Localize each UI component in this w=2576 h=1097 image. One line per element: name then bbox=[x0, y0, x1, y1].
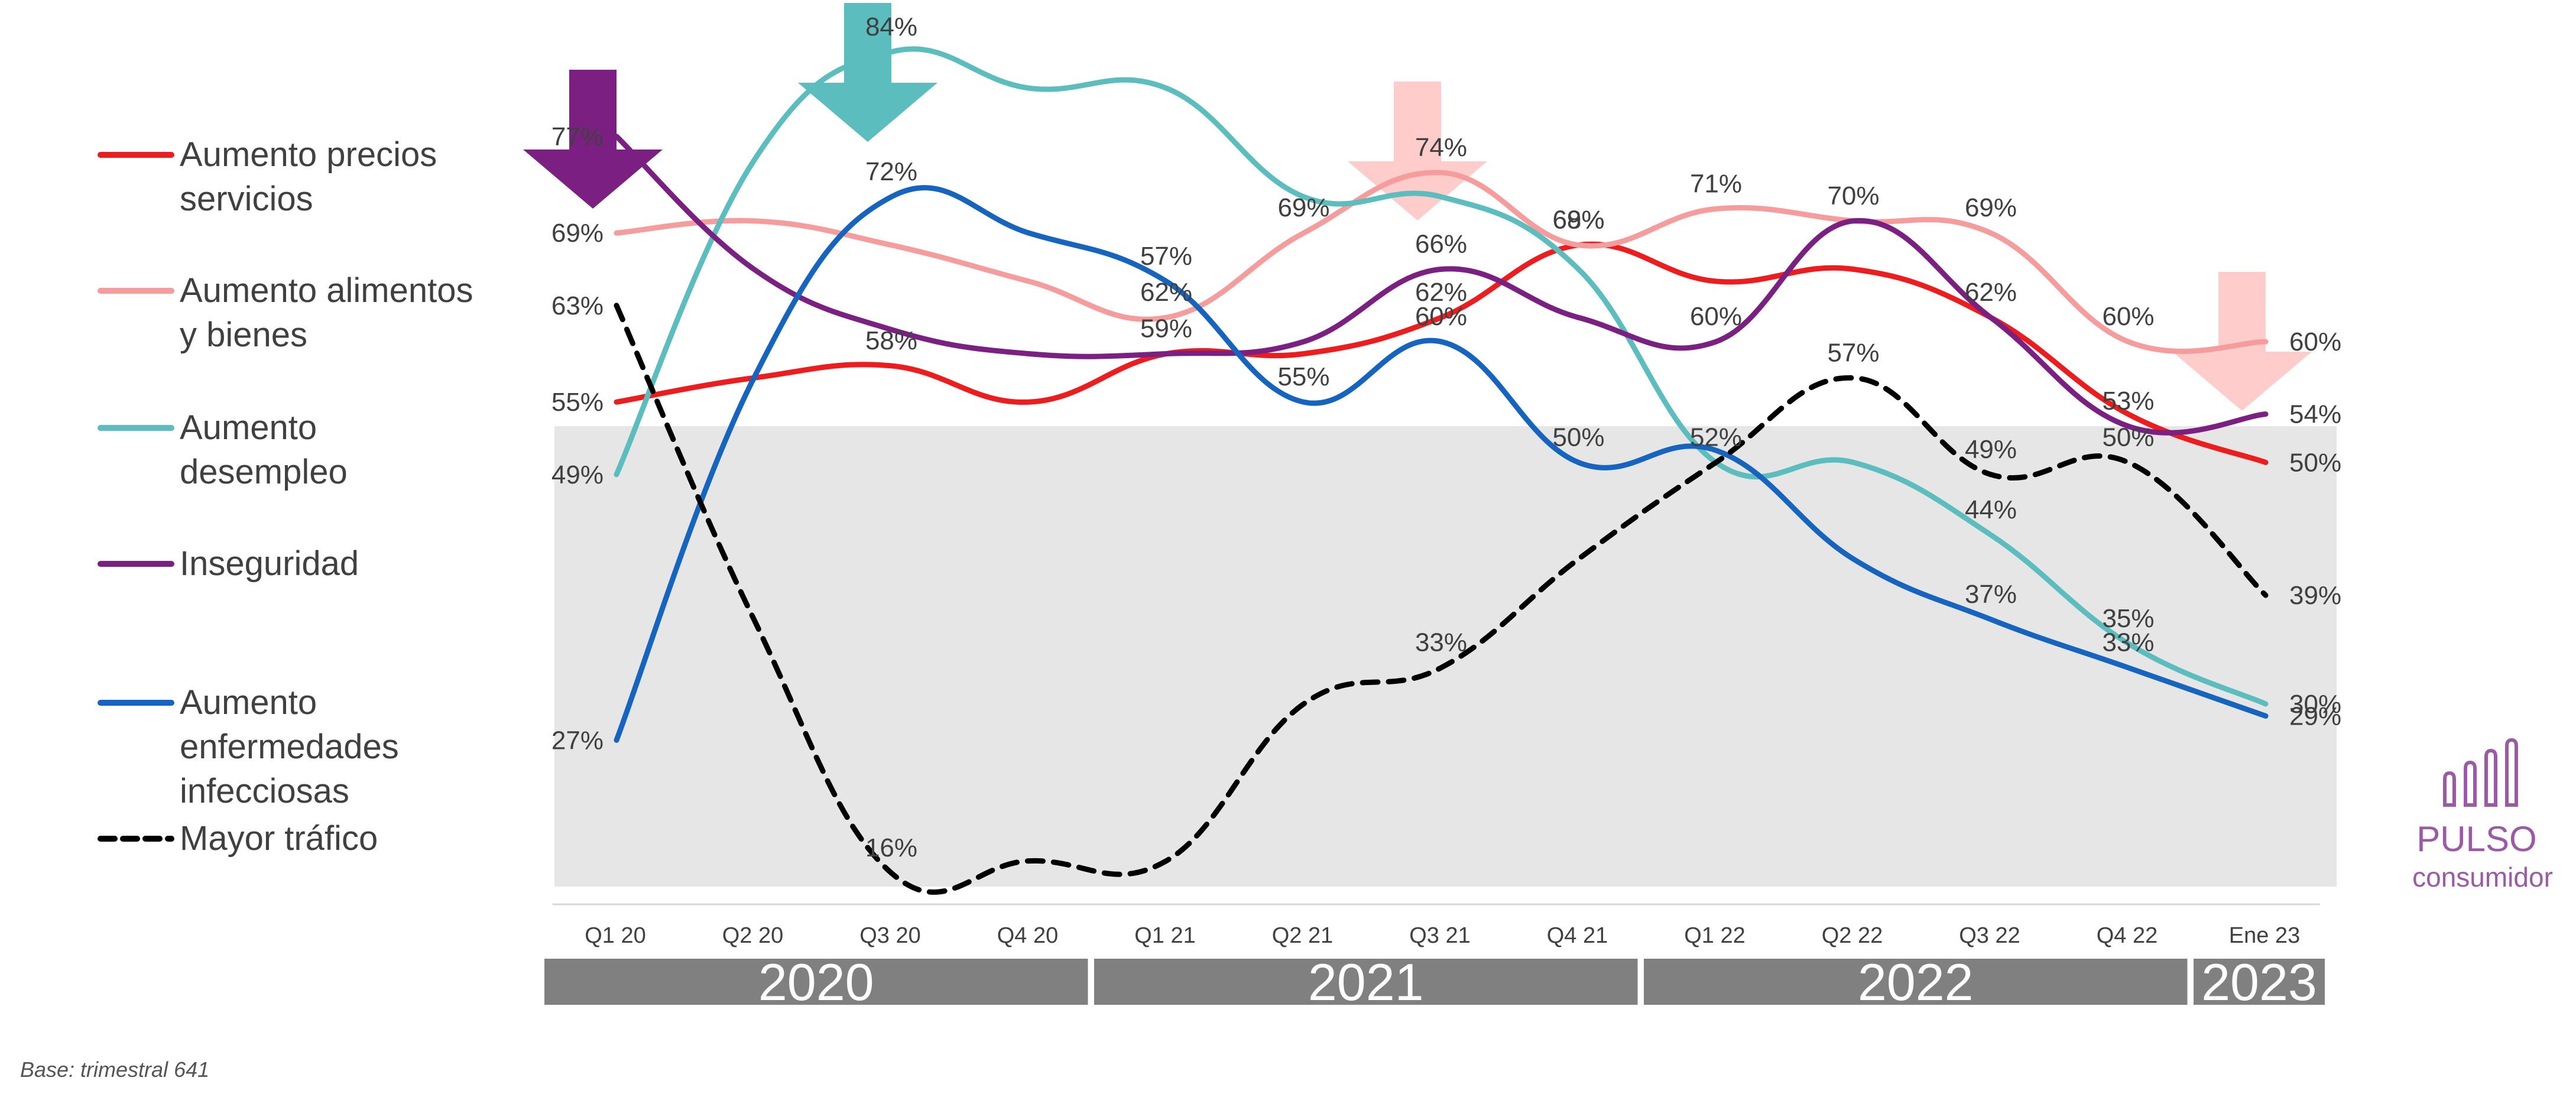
year-label: 2023 bbox=[2201, 953, 2317, 1011]
data-label: 63% bbox=[551, 291, 604, 320]
data-label: 66% bbox=[1415, 230, 1467, 259]
data-label: 49% bbox=[1965, 435, 2017, 464]
x-tick-label: Q1 22 bbox=[1684, 923, 1746, 948]
legend-label: desempleo bbox=[180, 453, 348, 491]
data-label: 44% bbox=[1965, 495, 2017, 524]
data-label: 29% bbox=[2289, 702, 2341, 731]
data-label: 69% bbox=[1965, 193, 2017, 222]
legend-label: Inseguridad bbox=[180, 544, 359, 583]
down-arrow-icon bbox=[2172, 272, 2312, 411]
data-label: 16% bbox=[865, 833, 917, 862]
year-band bbox=[2194, 959, 2325, 1005]
bar-chart-logo-icon bbox=[2443, 738, 2518, 807]
x-tick-label: Q3 21 bbox=[1409, 923, 1471, 948]
data-label: 30% bbox=[2289, 690, 2341, 719]
year-bands: 2020 2021 2022 2023 bbox=[544, 953, 2325, 1011]
data-label: 54% bbox=[2289, 400, 2341, 429]
x-tick-label: Q1 21 bbox=[1134, 923, 1196, 948]
data-label: 50% bbox=[2289, 448, 2341, 477]
legend: Aumento precios servicios Aumento alimento… bbox=[98, 135, 473, 858]
x-tick-label: Q3 20 bbox=[859, 923, 921, 948]
brand-name: PULSO bbox=[2416, 819, 2536, 859]
data-label: 50% bbox=[1552, 423, 1604, 452]
data-label: 69% bbox=[1277, 193, 1329, 222]
data-label: 35% bbox=[2102, 604, 2154, 633]
data-label: 50% bbox=[2102, 423, 2154, 452]
data-label: 27% bbox=[551, 726, 604, 755]
data-label: 52% bbox=[1690, 423, 1742, 452]
x-tick-label: Q2 22 bbox=[1822, 923, 1883, 948]
legend-label: servicios bbox=[180, 180, 313, 218]
year-band bbox=[1644, 959, 2188, 1005]
year-band bbox=[544, 959, 1088, 1005]
shaded-band bbox=[554, 426, 2337, 887]
data-label: 53% bbox=[2102, 387, 2154, 416]
brand-logo: PULSO consumidor bbox=[2412, 738, 2553, 892]
data-labels: 55% 58% 59% 62% 69% 50% 69% 62% 69% 74% 68% 71% 69% 6… bbox=[551, 12, 2341, 862]
down-arrow-icon bbox=[523, 70, 663, 209]
data-label: 60% bbox=[1690, 302, 1742, 331]
data-label: 33% bbox=[1415, 628, 1467, 657]
data-label: 77% bbox=[551, 122, 604, 151]
year-band bbox=[1094, 959, 1638, 1005]
series-line bbox=[614, 134, 2269, 436]
data-label: 58% bbox=[865, 326, 917, 355]
data-label: 55% bbox=[551, 388, 604, 417]
year-label: 2021 bbox=[1308, 953, 1424, 1011]
series-line bbox=[614, 303, 2269, 895]
data-label: 69% bbox=[1552, 206, 1604, 235]
series-line bbox=[614, 46, 2269, 707]
data-label: 84% bbox=[865, 12, 917, 41]
legend-label: enfermedades bbox=[180, 728, 399, 766]
legend-label: Aumento alimentos bbox=[180, 271, 473, 310]
data-label: 60% bbox=[2102, 302, 2154, 331]
data-label: 68% bbox=[1552, 206, 1604, 235]
data-label: 70% bbox=[1827, 181, 1879, 210]
data-label: 59% bbox=[1140, 314, 1192, 343]
legend-label: Aumento bbox=[180, 683, 317, 722]
data-label: 57% bbox=[1140, 242, 1192, 271]
data-label: 33% bbox=[2102, 628, 2154, 657]
data-label: 62% bbox=[1140, 278, 1192, 307]
series-lines bbox=[614, 46, 2269, 895]
series-line bbox=[614, 185, 2269, 743]
data-label: 55% bbox=[1277, 362, 1329, 391]
x-tick-label: Q2 21 bbox=[1272, 923, 1334, 948]
brand-subname: consumidor bbox=[2412, 862, 2553, 892]
down-arrow-icon bbox=[798, 3, 937, 142]
data-label: 60% bbox=[1415, 302, 1467, 331]
x-tick-label: Q4 21 bbox=[1547, 923, 1608, 948]
year-label: 2020 bbox=[758, 953, 874, 1011]
x-tick-label: Q3 22 bbox=[1959, 923, 2020, 948]
data-label: 71% bbox=[1690, 169, 1742, 198]
data-label: 74% bbox=[1415, 133, 1467, 162]
legend-label: Mayor tráfico bbox=[180, 819, 378, 858]
legend-label: Aumento precios bbox=[180, 135, 437, 174]
x-tick-label: Q4 22 bbox=[2097, 923, 2158, 948]
x-tick-label: Ene 23 bbox=[2229, 923, 2300, 948]
x-tick-label: Q1 20 bbox=[585, 923, 646, 948]
data-label: 60% bbox=[2289, 327, 2341, 356]
x-tick-labels: Q1 20 Q2 20 Q3 20 Q4 20 Q1 21 Q2 21 Q3 21 Q4 21… bbox=[585, 923, 2300, 948]
series-line bbox=[614, 170, 2269, 354]
year-label: 2022 bbox=[1858, 953, 1974, 1011]
data-label: 72% bbox=[865, 157, 917, 186]
footnote: Base: trimestral 641 bbox=[20, 1057, 209, 1082]
data-label: 39% bbox=[2289, 581, 2341, 610]
data-label: 57% bbox=[1827, 338, 1879, 367]
data-label: 62% bbox=[1965, 278, 2017, 307]
data-label: 37% bbox=[1965, 580, 2017, 609]
data-label: 49% bbox=[551, 460, 604, 489]
legend-label: y bienes bbox=[180, 316, 307, 354]
data-label: 62% bbox=[1415, 278, 1467, 307]
legend-label: infecciosas bbox=[180, 772, 349, 810]
x-tick-label: Q4 20 bbox=[997, 923, 1059, 948]
data-label: 69% bbox=[551, 219, 604, 248]
legend-label: Aumento bbox=[180, 408, 317, 447]
x-tick-label: Q2 20 bbox=[722, 923, 784, 948]
